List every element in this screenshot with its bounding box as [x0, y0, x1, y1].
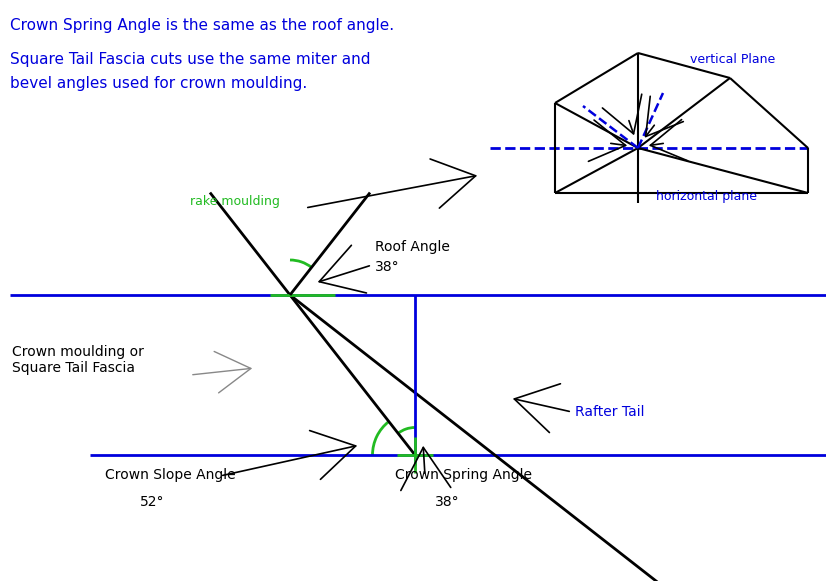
Text: Rafter Tail: Rafter Tail — [575, 405, 644, 419]
Text: Crown Slope Angle: Crown Slope Angle — [105, 468, 235, 482]
Text: rake moulding: rake moulding — [190, 195, 280, 208]
Text: 38°: 38° — [435, 495, 459, 509]
Text: bevel angles used for crown moulding.: bevel angles used for crown moulding. — [10, 76, 307, 91]
Text: horizontal plane: horizontal plane — [656, 190, 757, 203]
Text: Roof Angle: Roof Angle — [375, 240, 450, 254]
Text: vertical Plane: vertical Plane — [690, 53, 776, 66]
Text: 38°: 38° — [375, 260, 400, 274]
Text: Crown moulding or
Square Tail Fascia: Crown moulding or Square Tail Fascia — [12, 345, 144, 375]
Text: 52°: 52° — [140, 495, 164, 509]
Text: Crown Spring Angle is the same as the roof angle.: Crown Spring Angle is the same as the ro… — [10, 18, 394, 33]
Text: Crown Spring Angle: Crown Spring Angle — [395, 468, 532, 482]
Text: Square Tail Fascia cuts use the same miter and: Square Tail Fascia cuts use the same mit… — [10, 52, 371, 67]
